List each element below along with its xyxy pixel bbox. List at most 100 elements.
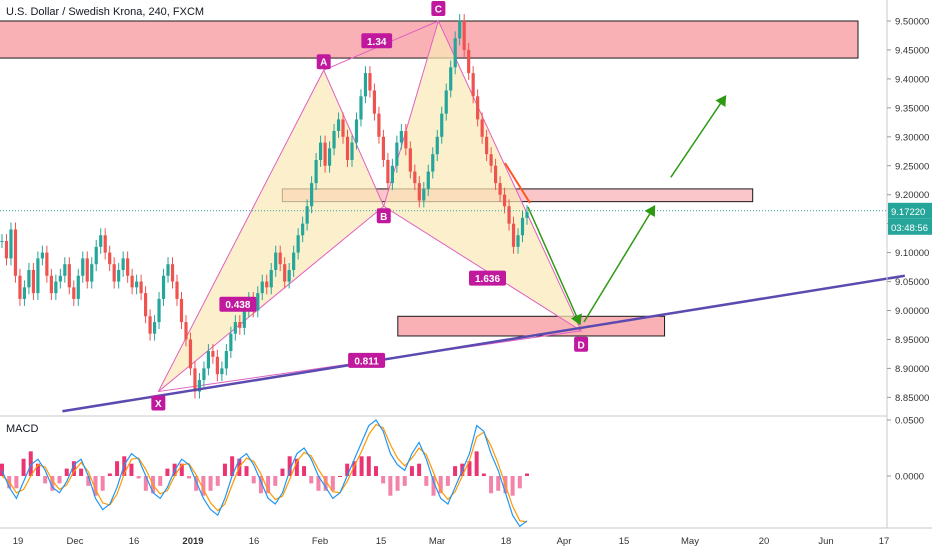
macd-histogram-bar [510,476,515,496]
support-trendline [62,274,905,413]
y-tick-label: 9.10000 [895,248,929,259]
macd-histogram-bar [136,476,141,479]
candle-body [99,235,103,247]
candle-body [498,183,502,195]
candle-body [292,252,296,270]
pattern-point-d: D [577,340,584,351]
macd-histogram-bar [179,463,184,476]
candle-body [301,223,305,236]
macd-histogram-bar [186,476,191,479]
ratio-label-bg [361,33,393,49]
candle-body [188,339,193,369]
macd-histogram-bar [359,456,364,476]
candle-body [327,148,332,166]
candle-body [332,131,336,149]
macd-histogram-bar [266,476,271,494]
candle-body [0,241,4,243]
macd-histogram-bar [373,466,378,476]
macd-histogram-bar [481,473,486,476]
candle-body [242,310,246,328]
pattern-point-b-bg [376,208,391,224]
candle-body [269,269,273,288]
candle-body [170,264,175,282]
candle-body [202,368,206,380]
candle-body [13,229,18,276]
projection-arrow-up [583,204,656,323]
candle-body [458,21,462,39]
macd-histogram-bar [345,463,350,476]
y-tick-label: 9.20000 [895,190,929,201]
candle-body [265,281,269,288]
macd-histogram-bar [517,476,522,489]
candle-body [404,131,408,149]
y-tick-label: 9.30000 [895,132,929,143]
macd-histogram-bar [388,476,393,496]
macd-histogram-bar [409,466,414,476]
macd-histogram-bar [294,458,299,476]
ratio-label-bg [469,270,506,286]
ratio-label-bg [348,352,386,368]
candle-body [283,264,287,282]
macd-histogram-bar [496,476,501,491]
candle-body [395,142,399,166]
candle-body [511,223,516,247]
candle-body [45,252,49,276]
macd-histogram-bar [280,468,285,476]
candle-body [525,212,529,218]
macd-histogram-bar [244,466,249,476]
candle-body [345,136,350,160]
candle-body [81,258,85,276]
candle-body [4,241,9,259]
x-tick-label: 2019 [182,536,203,547]
candle-body [157,298,161,323]
candle-body [467,49,471,74]
candle-body [507,206,511,224]
candle-body [49,275,53,294]
macd-histogram-bar [64,468,69,476]
candle-body [103,235,107,253]
candle-body [40,252,44,259]
candle-body [296,235,300,253]
macd-histogram-bar [165,468,170,476]
ratio-label-bg [219,296,257,312]
pattern-point-x-bg [151,395,166,411]
candle-body [184,322,188,340]
pattern-point-a: A [320,58,327,69]
x-tick-label: Jun [818,536,833,547]
macd-histogram-bar [287,456,292,476]
candle-body [220,368,224,375]
x-tick-label: 18 [501,536,512,547]
candle-body [31,269,36,294]
macd-histogram-bar [129,463,134,476]
candle-body [287,269,291,282]
macd-histogram-bar [366,456,371,476]
pattern-point-d-bg [574,336,589,352]
macd-histogram-bar [525,473,529,476]
macd-histogram-bar [395,476,400,491]
candle-body [54,281,58,294]
candle-body [260,281,264,294]
macd-histogram-bar [143,476,148,491]
macd-histogram-bar [309,476,314,484]
macd-histogram-bar [489,476,494,494]
y-tick-label: 9.05000 [895,277,929,288]
candle-body [471,73,475,97]
candle-body [341,119,345,137]
y-tick-label: 8.95000 [895,335,929,346]
candle-body [305,206,309,224]
short-trend-line [504,162,531,204]
candle-body [135,281,139,288]
macd-histogram-bar [330,476,335,491]
candle-body [310,183,314,207]
macd-histogram-bar [215,476,220,486]
macd-histogram-bar [453,466,458,476]
x-tick-label: 15 [376,536,387,547]
candle-body [350,142,354,160]
candle-body [85,258,89,282]
macd-histogram-bar [251,476,256,484]
candle-body [161,275,166,299]
macd-histogram-bar [79,468,84,476]
candle-body [274,252,278,270]
macd-tick-label: 0.0000 [895,472,924,483]
